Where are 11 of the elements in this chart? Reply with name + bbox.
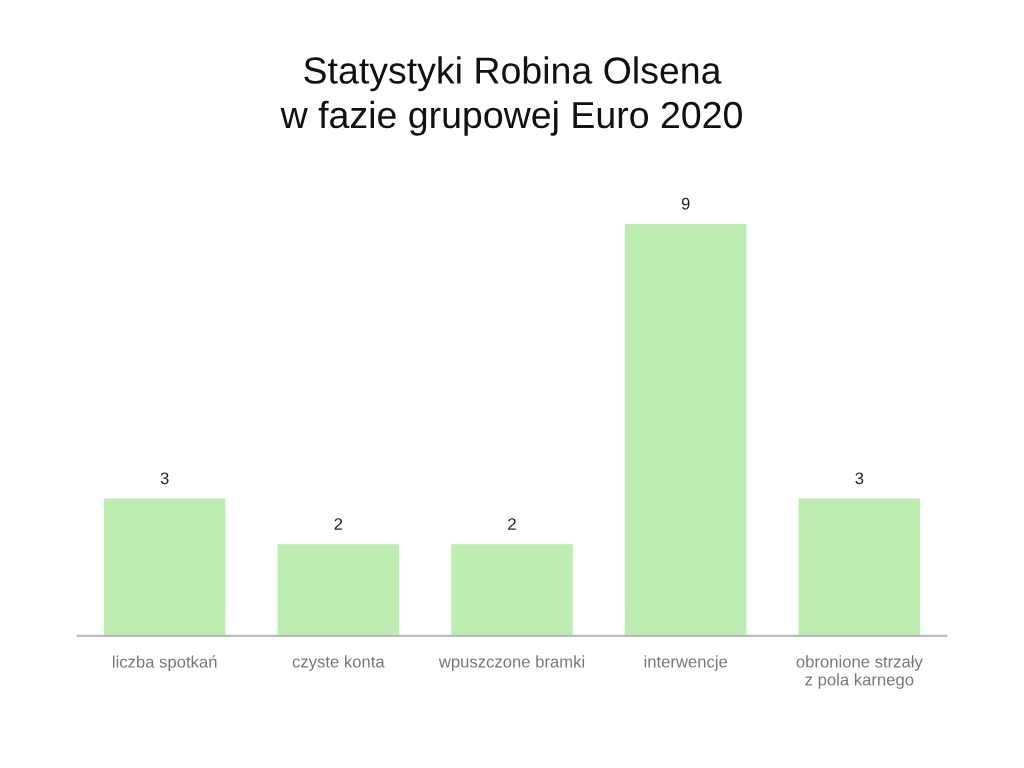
x-tick-label: obronione strzały z pola karnego xyxy=(796,655,923,689)
data-label: 2 xyxy=(334,518,343,530)
x-tick-label: wpuszczone bramki xyxy=(438,655,585,671)
x-tick-label: liczba spotkań xyxy=(112,655,217,672)
x-tick-label: czyste konta xyxy=(292,655,385,671)
data-label: 3 xyxy=(160,472,169,485)
data-label: 3 xyxy=(855,472,864,485)
x-tick-label: interwencje xyxy=(644,655,728,671)
data-label: 2 xyxy=(508,518,516,530)
data-label: 9 xyxy=(681,197,690,210)
chart-title: Statystyki Robina Olsena w fazie grupowej Euro 2020 xyxy=(280,56,742,136)
